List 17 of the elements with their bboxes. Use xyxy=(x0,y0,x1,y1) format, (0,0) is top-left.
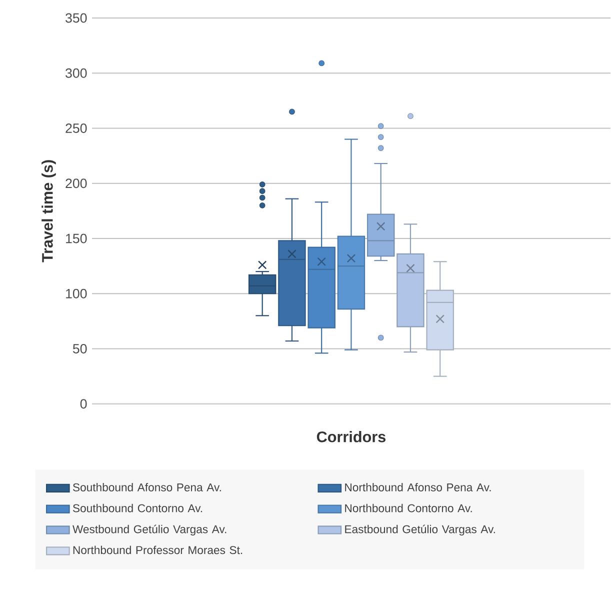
x-axis-title: Corridors xyxy=(316,431,386,442)
legend-label: Eastbound Getúlio Vargas Av. xyxy=(345,524,495,536)
y-tick-label: 300 xyxy=(66,68,87,78)
y-tick-label: 100 xyxy=(66,289,87,298)
y-tick-label: 0 xyxy=(80,399,87,409)
y-axis-title: Travel time (s) xyxy=(42,160,56,262)
legend-label: Westbound Getúlio Vargas Av. xyxy=(72,524,226,536)
legend-label: Northbound Afonso Pena Av. xyxy=(345,483,491,492)
y-tick-label: 350 xyxy=(66,13,87,23)
legend-label: Northbound Professor Moraes St. xyxy=(73,546,242,554)
y-tick-label: 200 xyxy=(66,178,87,188)
y-tick-label: 50 xyxy=(72,344,87,354)
legend-label: Northbound Contorno Av. xyxy=(345,504,472,512)
y-tick-label: 150 xyxy=(66,234,87,244)
y-tick-label: 250 xyxy=(66,124,87,134)
legend-label: Southbound Afonso Pena Av. xyxy=(73,483,221,492)
legend-label: Southbound Contorno Av. xyxy=(73,504,202,512)
